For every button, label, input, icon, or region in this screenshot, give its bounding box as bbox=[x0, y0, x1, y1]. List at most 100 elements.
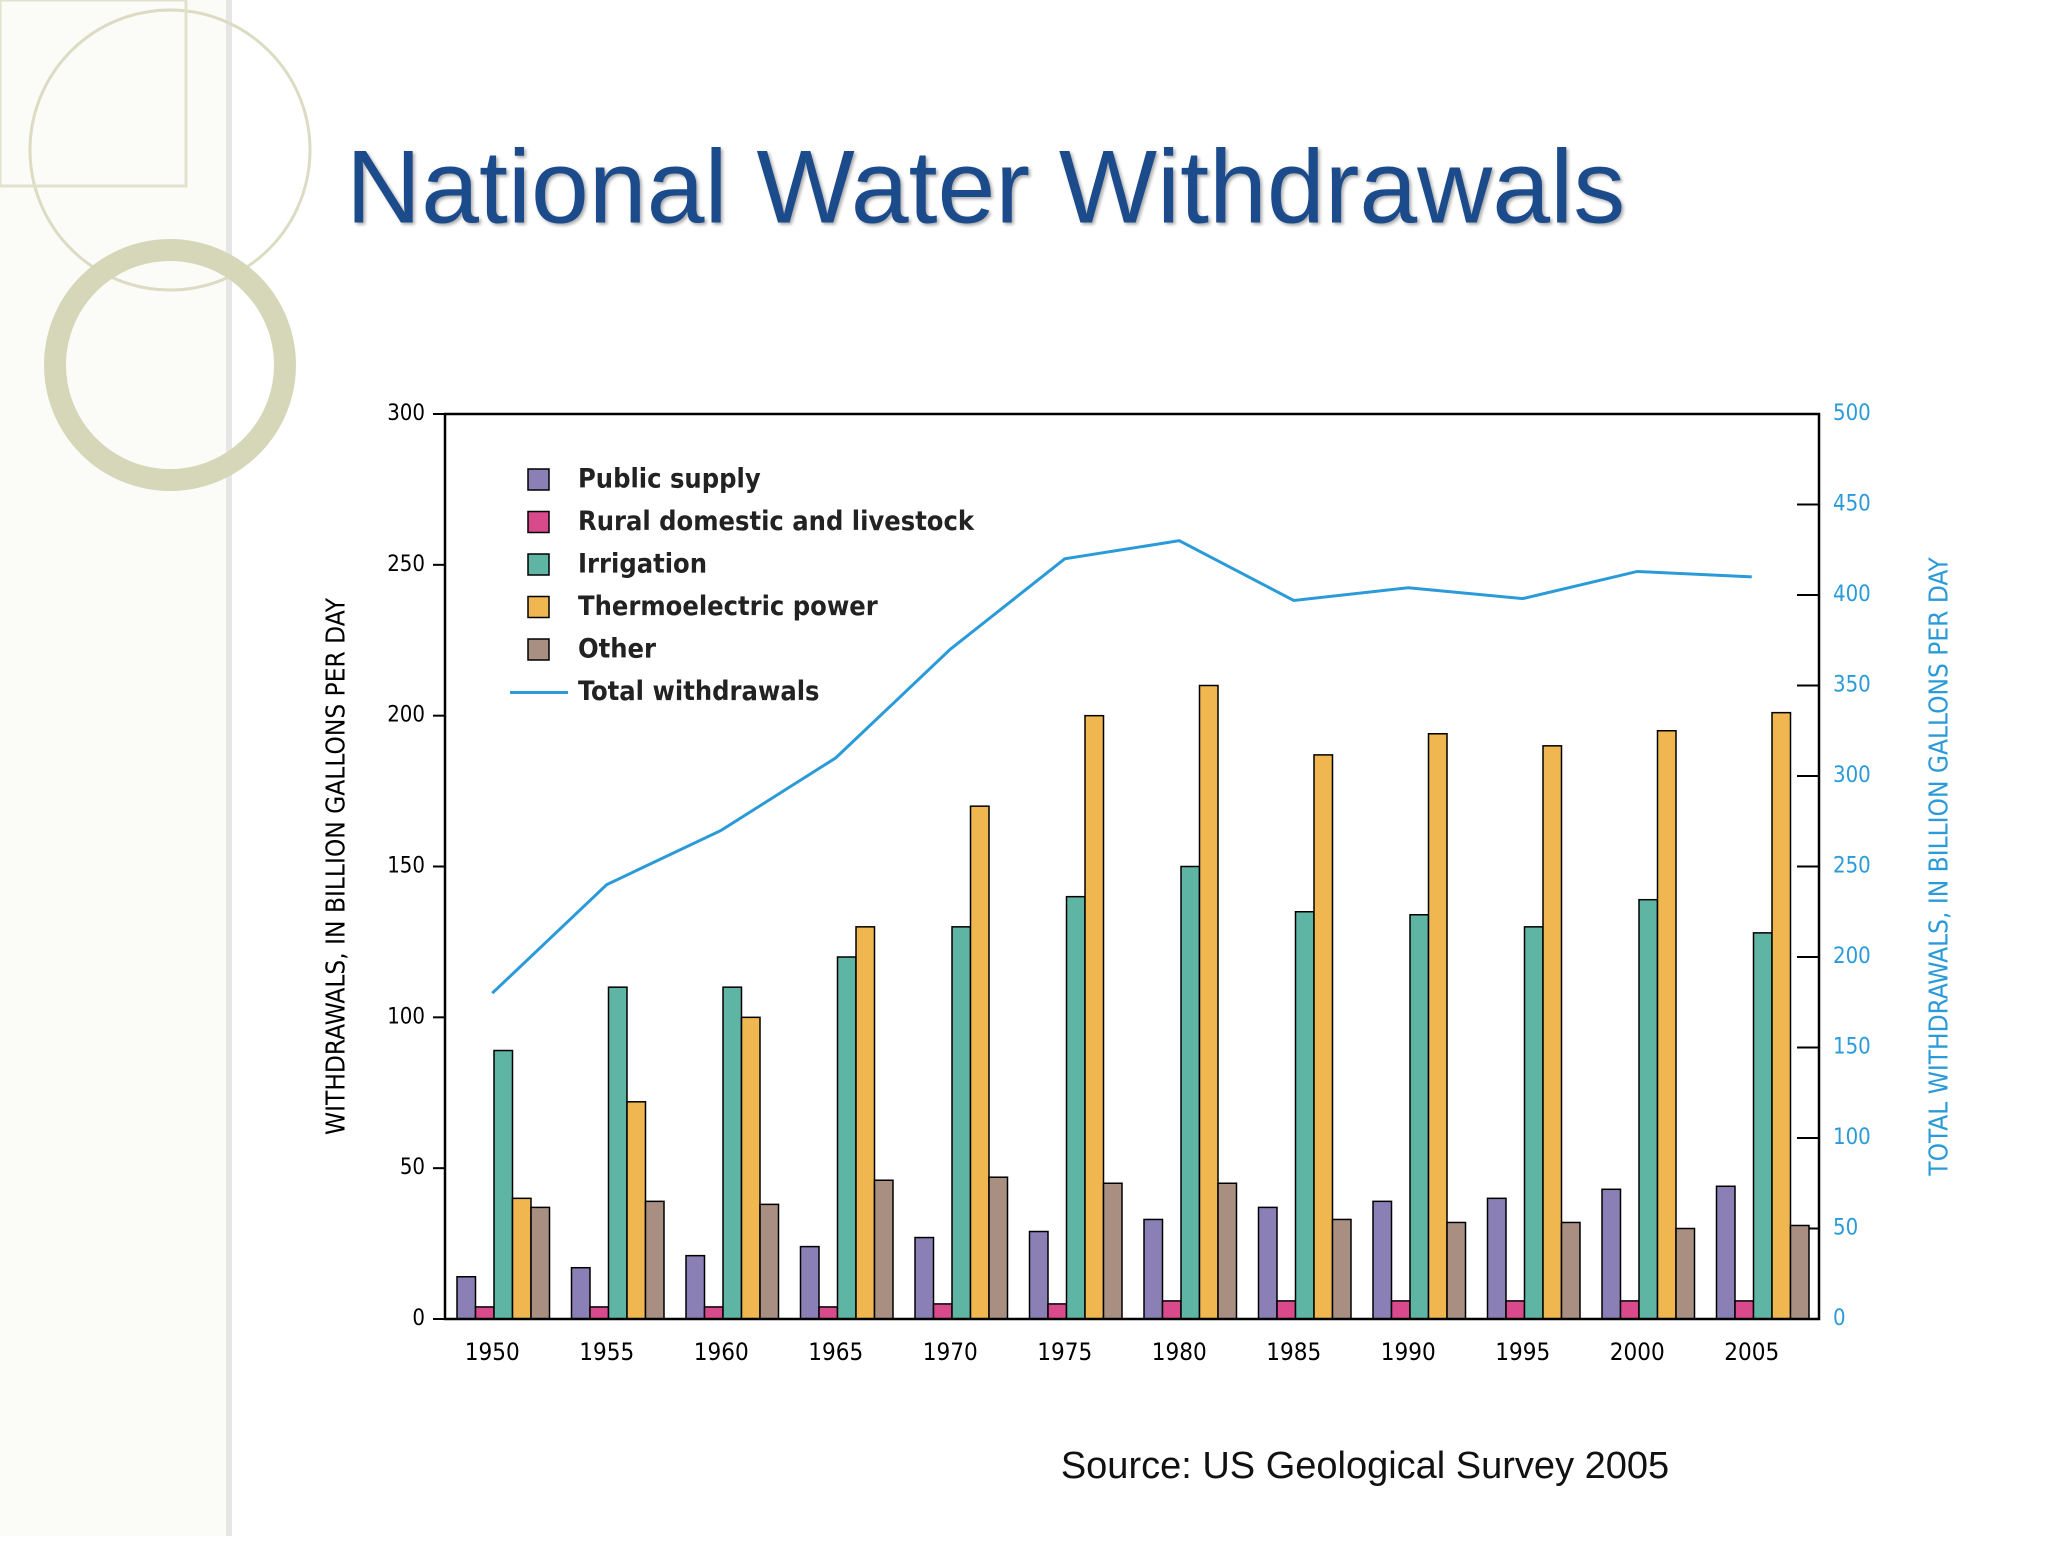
bar bbox=[1542, 745, 1563, 1320]
y2-tick-label: 200 bbox=[1833, 944, 1871, 969]
x-tick-label: 1955 bbox=[579, 1338, 634, 1366]
x-tick-label: 1990 bbox=[1381, 1338, 1436, 1366]
x-tick-label: 1950 bbox=[465, 1338, 520, 1366]
bar bbox=[589, 1306, 610, 1320]
bar bbox=[456, 1276, 477, 1320]
bar bbox=[1656, 730, 1677, 1320]
y-tick-label: 150 bbox=[387, 854, 425, 879]
bar bbox=[932, 1303, 953, 1320]
y2-tick-label: 400 bbox=[1833, 582, 1871, 607]
bar bbox=[1198, 684, 1219, 1320]
legend-label: Rural domestic and livestock bbox=[578, 506, 975, 537]
source-note: Source: US Geological Survey 2005 bbox=[1061, 1445, 1669, 1487]
bar bbox=[685, 1254, 706, 1320]
bar bbox=[1065, 895, 1086, 1320]
bar bbox=[1276, 1300, 1297, 1320]
bar bbox=[1313, 754, 1334, 1320]
bar bbox=[1771, 711, 1792, 1320]
y2-tick-label: 250 bbox=[1833, 854, 1871, 879]
x-tick-label: 1965 bbox=[808, 1338, 863, 1366]
bar bbox=[1619, 1300, 1640, 1320]
x-tick-label: 1960 bbox=[694, 1338, 749, 1366]
side-panel bbox=[0, 0, 232, 1536]
decor-square bbox=[0, 0, 188, 188]
y-axis-title: WITHDRAWALS, IN BILLION GALLONS PER DAY bbox=[322, 597, 352, 1135]
x-tick-label: 1980 bbox=[1152, 1338, 1207, 1366]
bar bbox=[626, 1101, 647, 1320]
x-tick-label: 1970 bbox=[923, 1338, 978, 1366]
bar bbox=[951, 926, 972, 1320]
bar bbox=[1294, 911, 1315, 1320]
line-series bbox=[491, 539, 1752, 995]
bar bbox=[1560, 1221, 1581, 1320]
bar bbox=[644, 1200, 665, 1320]
bar bbox=[836, 956, 857, 1320]
bar bbox=[1601, 1188, 1622, 1320]
bar bbox=[1161, 1300, 1182, 1320]
y-tick-label: 50 bbox=[400, 1155, 425, 1180]
bar bbox=[1084, 714, 1105, 1320]
bar bbox=[703, 1306, 724, 1320]
decor-ring bbox=[44, 239, 296, 491]
x-tick-label: 1995 bbox=[1495, 1338, 1550, 1366]
bar bbox=[1523, 926, 1544, 1320]
legend-label: Total withdrawals bbox=[578, 676, 819, 707]
bar bbox=[1638, 898, 1659, 1320]
bar bbox=[1047, 1303, 1068, 1320]
bar bbox=[914, 1236, 935, 1320]
y-tick-label: 0 bbox=[412, 1306, 425, 1331]
bar bbox=[799, 1245, 820, 1320]
bar bbox=[1409, 914, 1430, 1320]
legend-swatch bbox=[527, 468, 550, 491]
y2-tick-label: 450 bbox=[1833, 492, 1871, 517]
decor-circle bbox=[28, 8, 312, 292]
y-tick-label: 250 bbox=[387, 552, 425, 577]
bar bbox=[607, 986, 628, 1320]
y-tick-label: 300 bbox=[387, 401, 425, 426]
bar bbox=[1102, 1182, 1123, 1320]
bar bbox=[1446, 1221, 1467, 1320]
bar bbox=[1028, 1230, 1049, 1320]
bar bbox=[1715, 1185, 1736, 1320]
bar bbox=[1217, 1182, 1238, 1320]
bar bbox=[1789, 1224, 1810, 1320]
legend-label: Thermoelectric power bbox=[578, 591, 878, 622]
slide-title: National Water Withdrawals bbox=[346, 129, 1625, 245]
plot-frame bbox=[443, 412, 1821, 1321]
bar bbox=[740, 1016, 761, 1320]
legend-label: Other bbox=[578, 634, 656, 665]
x-tick-label: 2000 bbox=[1610, 1338, 1665, 1366]
bar bbox=[873, 1179, 894, 1320]
x-tick-label: 1985 bbox=[1266, 1338, 1321, 1366]
bar bbox=[1734, 1300, 1755, 1320]
bar bbox=[759, 1203, 780, 1320]
bar bbox=[722, 986, 743, 1320]
legend-swatch bbox=[527, 638, 550, 661]
bar bbox=[1180, 865, 1201, 1320]
x-tick-label: 2005 bbox=[1724, 1338, 1779, 1366]
bar bbox=[988, 1176, 1009, 1320]
y-tick-label: 200 bbox=[387, 703, 425, 728]
y2-tick-label: 50 bbox=[1833, 1216, 1858, 1241]
bar bbox=[1372, 1200, 1393, 1320]
bar bbox=[1390, 1300, 1411, 1320]
y2-tick-label: 300 bbox=[1833, 763, 1871, 788]
bar bbox=[1331, 1218, 1352, 1320]
y2-tick-label: 150 bbox=[1833, 1035, 1871, 1060]
bar bbox=[1257, 1206, 1278, 1320]
y2-tick-label: 350 bbox=[1833, 673, 1871, 698]
bar bbox=[818, 1306, 839, 1320]
bar bbox=[969, 805, 990, 1320]
y2-tick-label: 100 bbox=[1833, 1125, 1871, 1150]
bar bbox=[1143, 1218, 1164, 1320]
bar bbox=[1427, 733, 1448, 1320]
side-edge bbox=[226, 0, 232, 1536]
bar bbox=[474, 1306, 495, 1320]
legend-swatch bbox=[527, 553, 550, 576]
bar bbox=[1505, 1300, 1526, 1320]
bar bbox=[511, 1197, 532, 1320]
bar bbox=[570, 1266, 591, 1320]
bar bbox=[1486, 1197, 1507, 1320]
y2-tick-label: 0 bbox=[1833, 1306, 1846, 1331]
